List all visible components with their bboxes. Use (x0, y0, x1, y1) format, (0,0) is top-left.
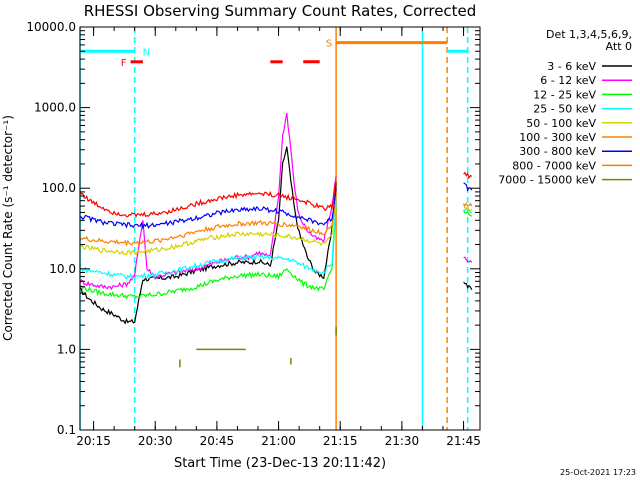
x-tick-label: 21:30 (385, 434, 420, 448)
chart-title: RHESSI Observing Summary Count Rates, Co… (84, 2, 477, 20)
legend-label: 25 - 50 keV (533, 103, 596, 116)
x-tick-label: 20:15 (76, 434, 111, 448)
series-line-tail (463, 207, 473, 214)
flag-label: S (326, 39, 332, 50)
x-tick-label: 21:45 (446, 434, 481, 448)
legend-label: 3 - 6 keV (547, 60, 596, 73)
series-line-tail (463, 171, 473, 180)
y-tick-label: 10.0 (49, 262, 76, 276)
flag-label: N (143, 47, 150, 58)
y-tick-label: 100.0 (42, 181, 76, 195)
legend-header: Att 0 (606, 40, 632, 53)
x-tick-label: 20:30 (138, 434, 173, 448)
legend-label: 800 - 7000 keV (512, 159, 596, 172)
flags-group: N F S (81, 39, 468, 69)
y-tick-label: 1000.0 (34, 101, 76, 115)
legend-label: 6 - 12 keV (540, 74, 596, 87)
series-line-tail (463, 256, 473, 263)
series-line (79, 181, 337, 219)
plot-frame (79, 26, 481, 431)
series-line (79, 191, 337, 247)
legend-label: 7000 - 15000 keV (498, 174, 596, 187)
x-tick-label: 20:45 (200, 434, 235, 448)
y-tick-label: 10000.0 (26, 20, 76, 34)
legend-label: 12 - 25 keV (533, 88, 596, 101)
series-line-tail (463, 281, 473, 290)
legend-label: 50 - 100 keV (526, 117, 596, 130)
series-line (79, 206, 337, 300)
legend-label: 100 - 300 keV (519, 131, 596, 144)
series-line (80, 200, 337, 281)
series-line (79, 188, 337, 230)
y-axis-label: Corrected Count Rate (s⁻¹ detector⁻¹) (1, 115, 15, 341)
series-line (79, 112, 337, 291)
series-line-tail (463, 182, 473, 192)
series-line-tail (463, 202, 473, 207)
flag-label: F (121, 58, 127, 69)
y-tick-label: 1.0 (57, 342, 76, 356)
x-tick-label: 21:15 (323, 434, 358, 448)
x-tick-label: 21:00 (261, 434, 296, 448)
legend-label: 300 - 800 keV (519, 145, 596, 158)
legend-header: Det 1,3,4,5,6,9, (546, 28, 632, 41)
series-line-tail (463, 210, 473, 217)
axes-group: 0.1 1.0 10.0 100.0 1000.0 10000.0 20:15 20:30 20… (26, 20, 480, 448)
timestamp-label: 25-Oct-2021 17:23 (560, 468, 636, 477)
series-line (79, 195, 337, 256)
y-tick-label: 0.1 (57, 423, 76, 437)
series-line (79, 146, 337, 325)
x-axis-label: Start Time (23-Dec-13 20:11:42) (174, 456, 386, 471)
series-group (79, 112, 473, 368)
series-line-tail (463, 203, 473, 212)
